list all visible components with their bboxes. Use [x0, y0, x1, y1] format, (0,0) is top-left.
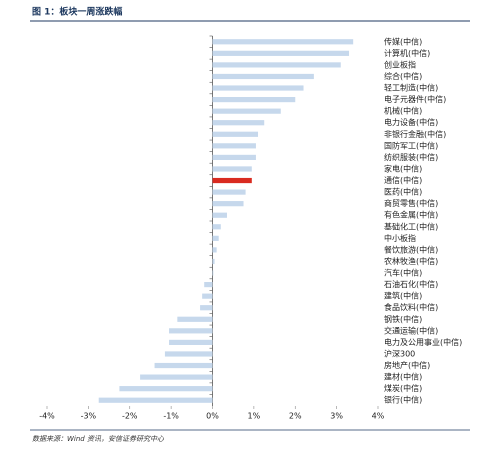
- category-label: 银行(中信): [384, 395, 422, 405]
- bar: [169, 339, 213, 346]
- bar: [212, 189, 246, 195]
- x-tick-label: -3%: [81, 412, 97, 421]
- category-label: 计算机(中信): [384, 48, 430, 58]
- bar: [212, 62, 341, 68]
- bar: [212, 166, 252, 172]
- category-label: 建筑(中信): [384, 291, 422, 301]
- bar: [212, 154, 256, 161]
- bar: [212, 212, 227, 218]
- bar: [177, 316, 213, 322]
- category-label: 家电(中信): [384, 163, 422, 173]
- bar: [212, 120, 265, 126]
- category-label: 沪深300: [384, 348, 415, 358]
- category-label: 非银行金融(中信): [384, 129, 446, 139]
- category-label: 食品饮料(中信): [384, 302, 438, 312]
- category-label: 电力及公用事业(中信): [384, 337, 462, 347]
- bar: [212, 73, 314, 80]
- bar: [204, 281, 213, 288]
- bar: [212, 39, 354, 45]
- category-label: 电子元器件(中信): [384, 94, 446, 104]
- category-label: 房地产(中信): [384, 360, 430, 370]
- bar: [212, 224, 221, 230]
- category-label: 中小板指: [384, 233, 416, 243]
- category-label: 钢铁(中信): [384, 314, 422, 324]
- category-label: 机械(中信): [384, 106, 422, 116]
- bar: [200, 305, 213, 311]
- bar: [212, 96, 296, 103]
- category-label: 石油石化(中信): [384, 279, 438, 289]
- bar: [202, 293, 213, 299]
- bar: [169, 328, 213, 334]
- category-label: 纺织服装(中信): [384, 152, 438, 162]
- category-label: 医药(中信): [384, 187, 422, 197]
- x-tick-label: -1%: [163, 412, 179, 421]
- category-label: 建材(中信): [384, 372, 422, 382]
- chart-title: 图 1：板块一周涨跌幅: [32, 6, 122, 18]
- category-label: 创业板指: [384, 59, 416, 69]
- category-label: 电力设备(中信): [384, 117, 438, 127]
- category-label: 煤炭(中信): [384, 383, 422, 393]
- bar: [212, 177, 252, 184]
- category-label: 国防军工(中信): [384, 140, 438, 150]
- bar: [164, 351, 213, 357]
- bar: [212, 201, 244, 207]
- bar: [140, 374, 213, 380]
- x-tick-label: 0%: [206, 412, 219, 421]
- bar: [98, 397, 213, 403]
- bar: [212, 85, 304, 91]
- bar: [212, 270, 214, 276]
- bar: [212, 235, 219, 241]
- bar: [212, 258, 215, 265]
- category-label: 传媒(中信): [384, 36, 422, 46]
- x-tick-label: 2%: [289, 412, 302, 421]
- bar: [212, 50, 350, 56]
- x-tick-label: -2%: [122, 412, 138, 421]
- category-label: 轻工制造(中信): [384, 83, 438, 93]
- category-label: 商贸零售(中信): [384, 198, 438, 208]
- category-label: 有色金属(中信): [384, 210, 438, 220]
- x-tick-label: 3%: [330, 412, 343, 421]
- bar: [119, 386, 213, 392]
- x-tick-label: 4%: [372, 412, 385, 421]
- source-note: 数据来源：Wind 资讯，安信证券研究中心: [32, 435, 165, 443]
- bar: [212, 108, 281, 114]
- category-label: 基础化工(中信): [384, 221, 438, 231]
- category-label: 农林牧渔(中信): [384, 256, 438, 266]
- category-label: 通信(中信): [384, 175, 422, 185]
- category-label: 汽车(中信): [384, 268, 422, 278]
- category-label: 综合(中信): [384, 71, 422, 81]
- category-label: 餐饮旅游(中信): [384, 244, 438, 254]
- bar: [212, 131, 259, 137]
- bar: [154, 362, 213, 369]
- bar: [212, 247, 217, 253]
- bar: [212, 143, 256, 149]
- x-tick-label: 1%: [248, 412, 261, 421]
- x-tick-label: -4%: [39, 412, 55, 421]
- category-label: 交通运输(中信): [384, 325, 438, 335]
